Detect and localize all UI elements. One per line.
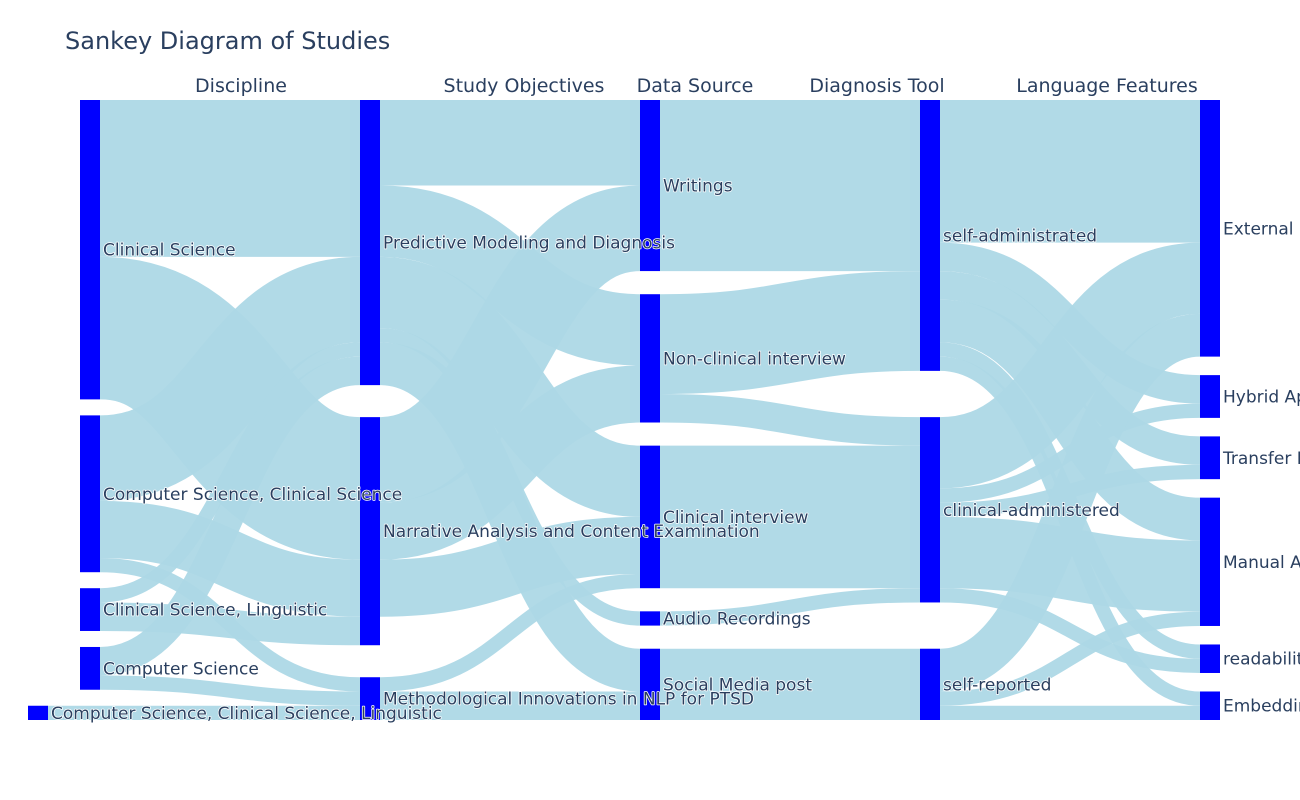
sankey-link-ar-to-ca: [659, 588, 921, 626]
sankey-node-pmd: [360, 100, 380, 386]
sankey-node-ca: [920, 417, 940, 603]
sankey-node-label-pmd: Predictive Modeling and Diagnosis: [383, 234, 675, 254]
sankey-link-nci-to-ca: [659, 393, 921, 446]
sankey-node-label-man: Manual Annotation: [1223, 553, 1300, 573]
chart-title: Sankey Diagram of Studies: [65, 27, 390, 55]
sankey-node-label-sa: self-administrated: [943, 226, 1097, 246]
sankey-node-man: [1200, 497, 1220, 626]
sankey-node-wr: [640, 100, 660, 272]
column-header-discipline: Discipline: [195, 75, 287, 97]
sankey-node-cs: [80, 100, 100, 400]
sankey-node-comp: [80, 646, 100, 690]
sankey-node-ci: [640, 445, 660, 589]
sankey-node-smp: [640, 648, 660, 720]
sankey-node-label-csl: Clinical Science, Linguistic: [103, 601, 327, 621]
sankey-node-labels: Clinical Science Computer Science, Clinic…: [50, 176, 1300, 725]
sankey-node-label-nace: Narrative Analysis and Content Examinati…: [383, 522, 760, 542]
sankey-node-label-edwc: External Dictionary Word Count: [1223, 219, 1300, 239]
sankey-node-csl: [80, 588, 100, 631]
sankey-node-emb: [1200, 691, 1220, 720]
sankey-link-csl-to-nace: [99, 602, 361, 646]
sankey-node-mi: [360, 677, 380, 720]
sankey-link-nci-to-sa: [659, 271, 921, 395]
sankey-node-sr: [920, 648, 940, 720]
sankey-link-ca-to-edwc: [938, 242, 1202, 489]
sankey-link-comp-to-pmd: [99, 356, 361, 676]
sankey-node-label-wr: Writings: [663, 177, 733, 197]
column-header-study-objectives: Study Objectives: [444, 75, 605, 97]
sankey-link-pmd-to-smp: [378, 342, 642, 692]
sankey-link-nace-to-wr: [376, 185, 644, 503]
sankey-nodes: [28, 100, 1220, 720]
sankey-node-csli: [28, 705, 48, 720]
sankey-node-label-comp: Computer Science: [103, 659, 259, 679]
sankey-link-nace-to-nci: [378, 365, 642, 560]
sankey-link-nace-to-ci: [379, 516, 641, 617]
sankey-link-ca-to-man: [939, 516, 1201, 612]
sankey-node-label-ci: Clinical interview: [663, 508, 809, 528]
sankey-link-mi-to-ci: [379, 573, 641, 692]
sankey-link-cscl-to-nace: [99, 500, 361, 617]
column-headers: Discipline Study Objectives Data Source …: [195, 75, 1198, 97]
sankey-node-label-ar: Audio Recordings: [663, 609, 811, 629]
sankey-node-nci: [640, 294, 660, 423]
sankey-node-hyb: [1200, 375, 1220, 418]
sankey-node-label-read: readability: [1223, 650, 1300, 670]
column-header-data-source: Data Source: [637, 75, 754, 97]
sankey-link-comp-to-mi: [99, 675, 361, 706]
sankey-link-sr-to-edwc: [938, 313, 1202, 692]
sankey-node-label-mi: Methodological Innovations in NLP for PT…: [383, 690, 754, 710]
sankey-node-label-ca: clinical-administered: [943, 501, 1120, 521]
sankey-node-label-cs: Clinical Science: [103, 241, 236, 261]
sankey-node-read: [1200, 644, 1220, 673]
sankey-link-csl-to-pmd: [99, 342, 361, 603]
sankey-node-nace: [360, 417, 380, 646]
sankey-node-label-smp: Social Media post: [663, 675, 812, 695]
sankey-node-tl: [1200, 436, 1220, 480]
sankey-node-label-tl: Transfer Learning: [1222, 449, 1300, 469]
column-header-diagnosis-tool: Diagnosis Tool: [809, 75, 944, 97]
sankey-link-ca-to-read: [939, 588, 1201, 673]
sankey-link-cscl-to-pmd: [97, 256, 363, 501]
sankey-node-edwc: [1200, 100, 1220, 357]
sankey-node-label-sr: self-reported: [943, 675, 1051, 695]
sankey-links: [48, 99, 1202, 721]
sankey-node-label-csli: Computer Science, Clinical Science, Ling…: [51, 704, 442, 724]
sankey-node-label-emb: Embeddings: [1223, 697, 1300, 717]
sankey-node-ar: [640, 611, 660, 626]
sankey-node-cscl: [80, 415, 100, 573]
sankey-node-sa: [920, 100, 940, 371]
sankey-node-label-hyb: Hybrid Approaches: [1223, 388, 1300, 408]
sankey-node-label-cscl: Computer Science, Clinical Science: [103, 485, 402, 505]
sankey-node-label-nci: Non-clinical interview: [663, 349, 846, 369]
column-header-language-features: Language Features: [1016, 75, 1198, 97]
sankey-link-sr-to-man: [939, 611, 1201, 706]
